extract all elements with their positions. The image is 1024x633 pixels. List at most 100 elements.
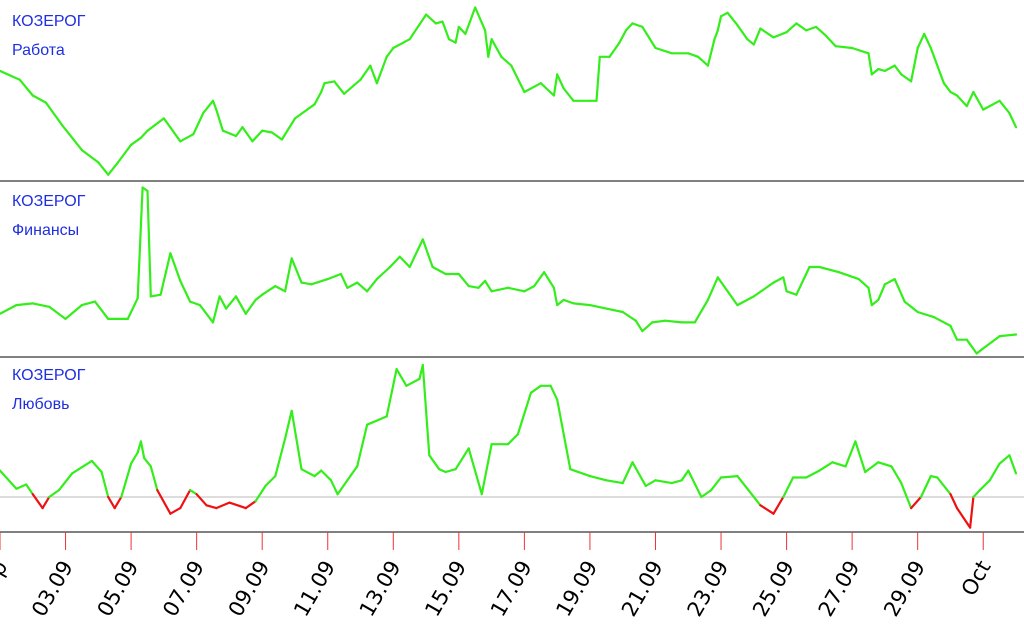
series-segment [716, 15, 723, 32]
series-segment [588, 304, 608, 310]
series-segment [621, 310, 637, 322]
series-segment [454, 25, 460, 44]
series-segment [542, 271, 556, 289]
series-segment [221, 129, 238, 138]
series-segment [641, 321, 654, 333]
series-segment [716, 276, 729, 293]
series-segment [284, 257, 293, 293]
series-segment [932, 316, 952, 327]
series-segment [310, 278, 329, 286]
series-segment [421, 238, 434, 269]
series-segment-negative [909, 495, 923, 510]
panel-love: КОЗЕРОГ Любовь [0, 363, 1024, 529]
series-segment [329, 479, 339, 496]
series-segment [805, 469, 821, 479]
series-segment [490, 286, 510, 293]
series-segment [320, 469, 333, 482]
series-segment [693, 298, 710, 324]
series-segment [929, 475, 939, 479]
series-segment [408, 238, 424, 269]
series-segment [782, 276, 788, 293]
series-segment [595, 55, 601, 102]
series-segment [408, 13, 428, 41]
series-segment [425, 13, 437, 25]
x-tick-label: 03.09 [27, 557, 78, 621]
series-segment [162, 117, 182, 143]
series-segment [795, 265, 811, 296]
series-segment [139, 129, 149, 139]
series-segment [919, 475, 932, 499]
series-segment [556, 398, 572, 471]
series-segment [893, 64, 903, 76]
series-segment [336, 479, 349, 496]
series-segment [356, 281, 369, 293]
x-tick-label: 11.09 [289, 557, 340, 621]
series-segment [192, 111, 205, 136]
series-segment [982, 335, 1001, 350]
x-tick-label: Sep [0, 557, 12, 603]
series-segment [759, 27, 775, 39]
series-segment-negative [244, 500, 257, 510]
series-segment [0, 304, 18, 315]
series-segment [421, 363, 431, 457]
series-segment [320, 82, 326, 94]
series-segment [428, 454, 441, 471]
series-segment [136, 186, 144, 300]
series-segment-negative [215, 501, 231, 510]
series-segment-negative [156, 489, 172, 515]
series-segment [569, 468, 592, 478]
series-segment [696, 55, 710, 67]
series-segment [608, 41, 621, 58]
series-segment [998, 333, 1018, 338]
series-segment [189, 300, 201, 307]
series-segment [664, 319, 683, 324]
series-segment [179, 279, 192, 303]
series-segment [359, 64, 372, 81]
series-segment [562, 298, 575, 305]
series-segment [0, 469, 18, 490]
series-segment [909, 46, 919, 83]
series-segment [234, 295, 247, 315]
series-segment [146, 117, 165, 132]
series-segment [975, 347, 985, 355]
series-segment [375, 265, 392, 281]
series-segment [500, 55, 513, 67]
series-segment-negative [31, 493, 44, 510]
series-segment [25, 483, 34, 496]
series-segment [726, 290, 739, 307]
x-tick-label: 25.09 [748, 557, 799, 621]
series-segment [70, 459, 93, 475]
series-segment [955, 94, 968, 108]
series-segment [211, 295, 221, 324]
series-segment [480, 443, 493, 496]
series-segment [100, 470, 110, 499]
x-tick-label: 17.09 [486, 557, 537, 621]
series-segment [97, 161, 110, 176]
series-segment [274, 437, 287, 478]
series-segment [883, 64, 896, 73]
series-segment [752, 27, 762, 46]
series-segment-negative [41, 495, 51, 510]
x-tick-label: 23.09 [683, 557, 734, 621]
series-segment [198, 304, 215, 324]
series-segment [15, 483, 28, 490]
series-segment [631, 22, 644, 28]
series-segment [80, 300, 97, 307]
series-segment [867, 286, 873, 307]
series-segment [877, 283, 887, 301]
series-segment-negative [772, 495, 785, 515]
series-segment [893, 278, 906, 303]
series-segment [146, 189, 152, 298]
series-segment [484, 29, 490, 58]
series-segment [556, 298, 565, 307]
series-segment [31, 302, 51, 308]
series-segment [978, 479, 991, 492]
series-segment [949, 90, 959, 97]
x-tick-label: 21.09 [617, 557, 668, 621]
series-segment [864, 461, 880, 474]
series-segment [1008, 454, 1018, 475]
series-segment [929, 46, 946, 85]
series-segment [447, 38, 457, 44]
series-segment [218, 295, 228, 310]
panel-title-line1: КОЗЕРОГ [12, 13, 86, 30]
